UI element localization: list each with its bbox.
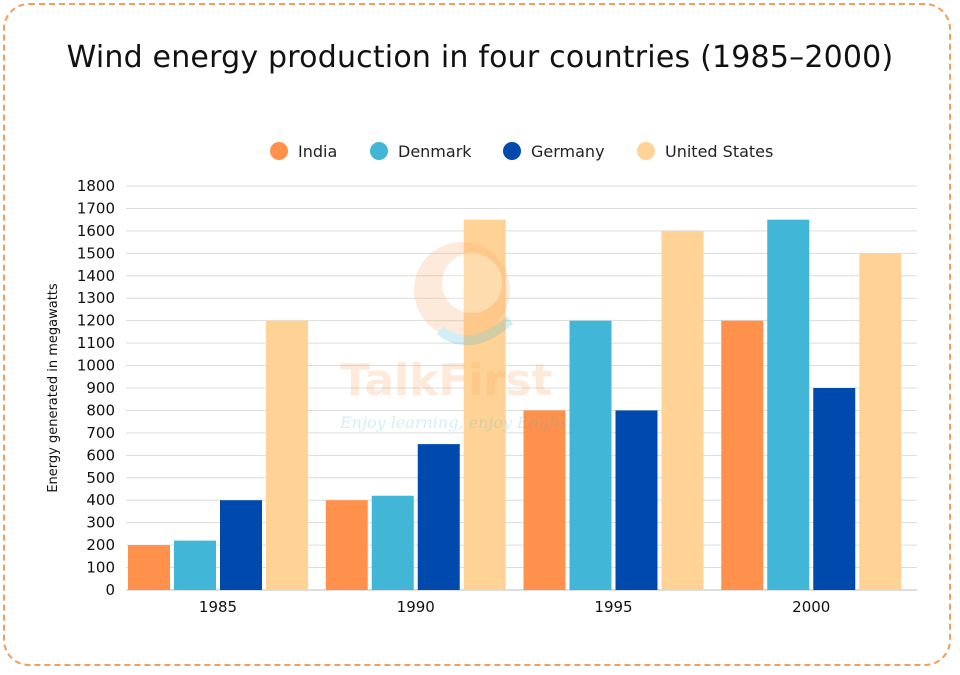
y-tick-label: 1000 <box>77 357 115 375</box>
x-tick-label: 1985 <box>199 598 237 616</box>
y-tick-labels: 0 100 200 300 400 500 600 700 800 900 1000 1100 1200… <box>77 177 115 599</box>
y-tick-label: 1100 <box>77 334 115 352</box>
chart-title: Wind energy production in four countries… <box>66 40 894 75</box>
bar-germany-1985 <box>220 500 262 590</box>
bar-germany-2000 <box>813 388 856 590</box>
y-tick-label: 100 <box>86 559 115 577</box>
legend-swatch-denmark <box>370 142 388 160</box>
y-tick-label: 1400 <box>77 267 115 285</box>
bar-denmark-2000 <box>767 219 810 590</box>
bar-united-states-1995 <box>661 230 704 590</box>
bar-united-states-1985 <box>266 320 308 590</box>
legend-swatch-india <box>270 142 288 160</box>
legend-label-denmark: Denmark <box>398 141 472 161</box>
legend-item-india: India <box>270 138 337 164</box>
bar-india-1990 <box>325 500 368 590</box>
bar-india-1985 <box>128 545 170 590</box>
watermark-tagline: Enjoy learning, enjoy English <box>340 413 579 432</box>
y-axis-label: Energy generated in megawatts <box>46 283 61 493</box>
y-tick-label: 300 <box>86 514 115 532</box>
y-tick-label: 900 <box>86 379 115 397</box>
y-tick-label: 1500 <box>77 244 115 262</box>
bar-united-states-1990 <box>463 219 506 590</box>
bars <box>128 219 902 591</box>
legend-swatch-united-states <box>637 142 655 160</box>
bar-united-states-2000 <box>859 253 902 591</box>
x-tick-label: 1995 <box>594 598 632 616</box>
y-tick-label: 800 <box>86 401 115 419</box>
bar-germany-1995 <box>615 410 658 590</box>
y-tick-label: 1700 <box>77 199 115 217</box>
y-tick-label: 1600 <box>77 222 115 240</box>
y-tick-label: 600 <box>86 446 115 464</box>
watermark-logo-icon <box>414 242 514 346</box>
y-tick-label: 1300 <box>77 289 115 307</box>
y-tick-label: 700 <box>86 424 115 442</box>
y-tick-label: 200 <box>86 536 115 554</box>
y-tick-label: 500 <box>86 469 115 487</box>
x-tick-label: 1990 <box>397 598 435 616</box>
y-tick-label: 1800 <box>77 177 115 195</box>
watermark-brand: TalkFirst <box>340 355 553 406</box>
bar-denmark-1990 <box>371 495 414 590</box>
x-tick-labels: 1985 1990 1995 2000 <box>199 598 830 616</box>
legend-swatch-germany <box>503 142 521 160</box>
watermark: TalkFirst Enjoy learning, enjoy English <box>340 235 600 435</box>
y-tick-label: 400 <box>86 491 115 509</box>
legend-label-united-states: United States <box>665 141 774 161</box>
legend-item-united-states: United States <box>637 138 773 164</box>
bar-denmark-1995 <box>569 320 612 590</box>
y-tick-label: 1200 <box>77 312 115 330</box>
legend: India Denmark Germany United States <box>0 138 960 164</box>
bar-germany-1990 <box>417 444 460 590</box>
x-tick-label: 2000 <box>792 598 830 616</box>
legend-label-germany: Germany <box>531 141 605 161</box>
legend-item-germany: Germany <box>503 138 605 164</box>
bar-india-2000 <box>721 320 764 590</box>
bar-india-1995 <box>523 410 566 590</box>
y-tick-label: 0 <box>105 581 115 599</box>
legend-item-denmark: Denmark <box>370 138 472 164</box>
bar-denmark-1985 <box>174 540 216 590</box>
legend-label-india: India <box>298 141 338 161</box>
